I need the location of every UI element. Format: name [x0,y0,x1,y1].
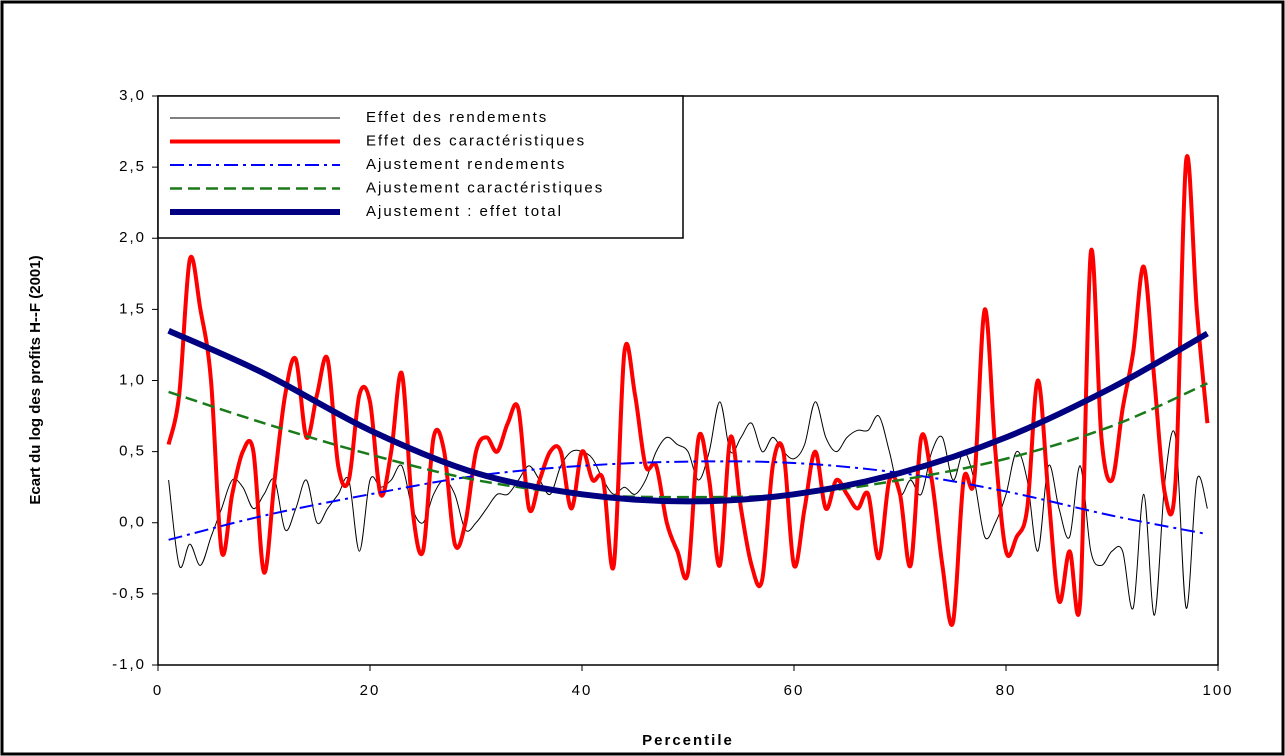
x-tick-label: 60 [784,682,805,699]
series-line [168,382,1208,499]
plot-border [157,95,1219,666]
x-tick-label: 100 [1202,682,1233,699]
y-tick-label: 3,0 [119,87,146,104]
y-tick-label: 2,0 [119,229,146,246]
series-line [168,460,1208,541]
y-tick-label: 2,5 [119,158,146,175]
legend-label: Ajustement caractéristiques [366,179,604,196]
x-tick-label: 0 [153,682,163,699]
legend-label: Ajustement rendements [366,156,566,173]
y-tick-label: -1,0 [112,656,146,673]
x-axis-label: Percentile [642,732,734,749]
legend-label: Effet des caractéristiques [366,132,586,149]
y-tick-label: 0,0 [119,514,146,531]
x-tick-label: 80 [996,682,1017,699]
legend: Effet des rendements Effet des caractéris… [157,95,684,239]
x-tick-label: 20 [360,682,381,699]
y-tick-label: 0,5 [119,443,146,460]
y-tick-label: 1,5 [119,300,146,317]
y-axis-label: Ecart du log des profits H--F (2001) [27,255,44,504]
legend-label: Ajustement : effet total [366,203,563,220]
series-line [166,154,1210,627]
plot-area [166,154,1210,627]
x-tick-label: 40 [572,682,593,699]
y-tick-label: -0,5 [112,585,146,602]
legend-label: Effet des rendements [366,109,548,126]
y-tick-label: 1,0 [119,371,146,388]
series-line [167,327,1209,505]
